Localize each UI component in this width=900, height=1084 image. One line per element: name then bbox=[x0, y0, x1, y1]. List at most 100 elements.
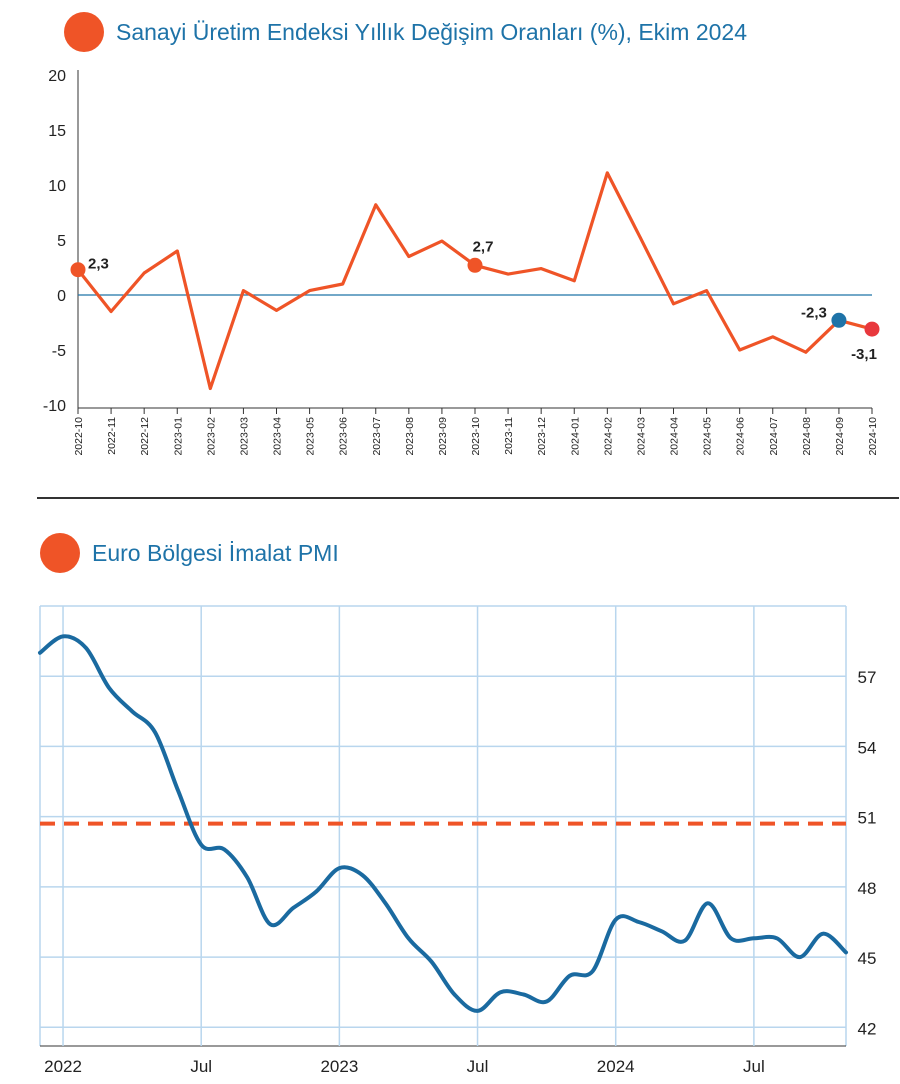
x-tick-label: 2024-06 bbox=[735, 417, 747, 456]
section-divider bbox=[37, 497, 899, 499]
data-label: -2,3 bbox=[801, 304, 827, 321]
x-tick-label: Jul bbox=[467, 1057, 489, 1076]
chart1-title: Sanayi Üretim Endeksi Yıllık Değişim Ora… bbox=[116, 18, 748, 45]
data-label: -3,1 bbox=[851, 346, 877, 363]
x-tick-label: 2024-03 bbox=[635, 417, 647, 456]
data-point bbox=[821, 932, 825, 936]
x-tick-label: 2023-04 bbox=[272, 417, 284, 456]
x-tick-label: 2023-11 bbox=[503, 417, 515, 455]
highlight-point bbox=[70, 262, 86, 278]
data-point bbox=[142, 271, 146, 275]
data-point bbox=[38, 651, 42, 655]
highlight-point bbox=[467, 257, 483, 273]
x-tick-label: 2024-10 bbox=[867, 417, 879, 456]
highlight-point bbox=[831, 312, 847, 328]
data-point bbox=[130, 709, 134, 713]
x-tick-label: 2023-12 bbox=[536, 417, 548, 456]
data-point bbox=[153, 730, 157, 734]
data-point bbox=[729, 936, 733, 940]
data-point bbox=[176, 789, 180, 793]
data-point bbox=[775, 936, 779, 940]
x-tick-label: Jul bbox=[190, 1057, 212, 1076]
data-point bbox=[804, 350, 808, 354]
data-point bbox=[706, 901, 710, 905]
data-point bbox=[245, 875, 249, 880]
y-tick-label: 57 bbox=[858, 668, 877, 687]
x-tick-label: 2024-01 bbox=[569, 417, 581, 456]
data-point bbox=[109, 310, 113, 313]
data-point bbox=[705, 289, 708, 292]
data-point bbox=[475, 1009, 480, 1013]
x-tick-label: 2024-04 bbox=[669, 417, 681, 456]
chart2-title: Euro Bölgesi İmalat PMI bbox=[92, 539, 339, 566]
data-point bbox=[639, 236, 642, 240]
x-tick-label: 2022-11 bbox=[106, 417, 118, 455]
data-point bbox=[683, 939, 687, 943]
data-point bbox=[199, 843, 203, 847]
y-tick-label: 0 bbox=[57, 288, 66, 305]
chart2-title-row: Euro Bölgesi İmalat PMI bbox=[40, 533, 339, 573]
y-tick-label: 51 bbox=[858, 809, 877, 828]
data-point bbox=[498, 990, 503, 994]
data-point bbox=[605, 171, 609, 175]
data-point bbox=[506, 272, 510, 276]
industrial-production-chart: 20 15 10 5 0 -5 -10 2022-10 2022-11 2022-12 2023-0… bbox=[43, 68, 880, 456]
title-bullet-icon bbox=[40, 533, 80, 573]
data-point bbox=[440, 239, 444, 243]
chart1-title-row: Sanayi Üretim Endeksi Yıllık Değişim Ora… bbox=[64, 12, 747, 52]
x-tick-label: 2024-09 bbox=[834, 417, 846, 456]
data-point bbox=[591, 969, 595, 973]
data-point bbox=[291, 906, 295, 910]
data-point bbox=[374, 203, 378, 207]
data-point bbox=[360, 873, 364, 877]
x-tick-label: 2024 bbox=[597, 1057, 635, 1076]
data-point bbox=[522, 992, 526, 997]
pmi-series-line bbox=[38, 634, 848, 1013]
data-label: 2,3 bbox=[88, 256, 109, 273]
y-tick-label: 45 bbox=[858, 949, 877, 968]
x-tick-label: 2023-10 bbox=[470, 417, 482, 456]
data-point bbox=[383, 901, 388, 905]
data-point bbox=[242, 289, 245, 292]
data-point bbox=[568, 974, 572, 978]
data-point bbox=[452, 992, 457, 997]
data-label: 2,7 bbox=[473, 238, 494, 255]
x-tick-label: 2023-06 bbox=[338, 417, 350, 456]
x-tick-label: 2023-05 bbox=[305, 417, 317, 456]
data-point bbox=[672, 302, 675, 306]
y-tick-label: -10 bbox=[43, 398, 66, 415]
x-tick-label: 2024-02 bbox=[602, 417, 614, 456]
data-point bbox=[844, 950, 848, 954]
data-point bbox=[107, 686, 111, 690]
y-tick-label: 54 bbox=[858, 738, 877, 757]
x-tick-label: 2023-07 bbox=[371, 417, 383, 456]
y-tick-label: 10 bbox=[48, 178, 66, 195]
data-point bbox=[222, 847, 226, 852]
y-tick-label: 42 bbox=[858, 1019, 877, 1038]
x-tick-label: 2023-09 bbox=[437, 417, 449, 456]
x-tick-label: 2022-10 bbox=[73, 417, 85, 456]
data-point bbox=[572, 279, 576, 283]
x-tick-label: 2022-12 bbox=[139, 417, 151, 456]
data-point bbox=[61, 634, 65, 639]
data-point bbox=[84, 646, 88, 650]
data-point bbox=[337, 866, 341, 870]
x-tick-label: 2024-07 bbox=[768, 417, 780, 456]
title-bullet-icon bbox=[64, 12, 104, 52]
data-point bbox=[208, 387, 212, 390]
x-tick-label: 2023-03 bbox=[238, 417, 250, 456]
y-tick-label: 48 bbox=[858, 879, 877, 898]
data-point bbox=[614, 918, 618, 922]
data-point bbox=[406, 936, 411, 940]
data-point bbox=[660, 929, 664, 933]
x-tick-label: 2022 bbox=[44, 1057, 82, 1076]
data-point bbox=[268, 922, 272, 926]
data-point bbox=[637, 920, 641, 924]
data-point bbox=[407, 255, 411, 258]
data-point bbox=[545, 999, 549, 1004]
data-point bbox=[175, 249, 179, 253]
x-tick-label: 2023-01 bbox=[172, 417, 184, 456]
data-point bbox=[429, 960, 434, 964]
data-point bbox=[738, 348, 742, 352]
